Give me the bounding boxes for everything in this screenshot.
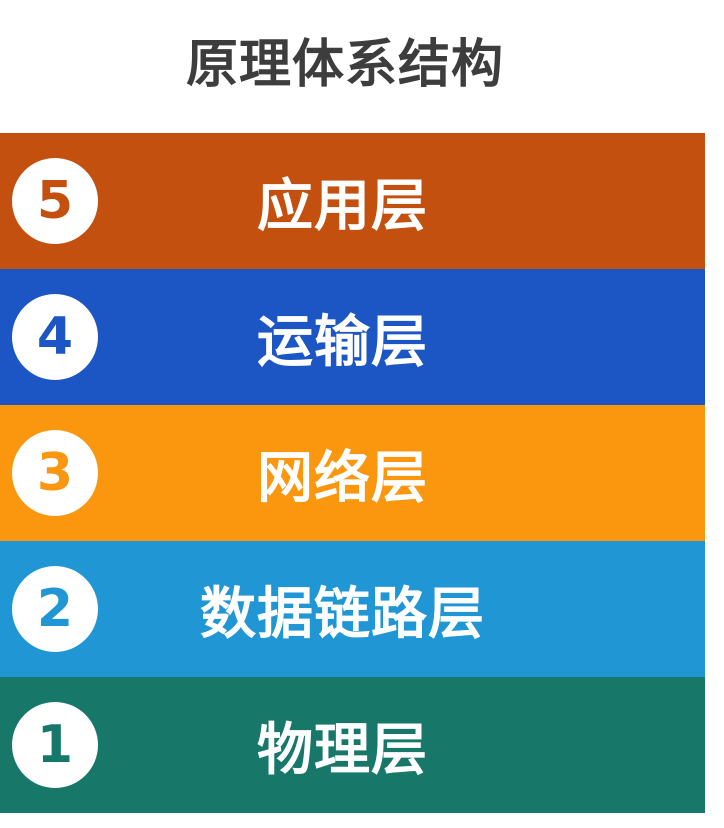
layer-data-link: 2 数据链路层 [0,541,705,677]
layer-label: 应用层 [257,173,428,239]
layer-label: 数据链路层 [200,581,485,647]
layer-number-badge: 1 [12,702,98,788]
diagram-title: 原理体系结构 [185,35,504,95]
layer-physical: 1 物理层 [0,677,705,813]
layer-number-badge: 4 [12,294,98,380]
layer-label: 物理层 [257,717,428,783]
layer-number-badge: 2 [12,566,98,652]
layer-number-badge: 5 [12,158,98,244]
layer-stack: 5 应用层 4 运输层 3 网络层 2 数据链路层 1 物理层 [0,133,705,813]
layer-network: 3 网络层 [0,405,705,541]
layer-label: 运输层 [257,309,428,375]
layer-label: 网络层 [257,445,428,511]
layer-number-badge: 3 [12,430,98,516]
layer-application: 5 应用层 [0,133,705,269]
layer-transport: 4 运输层 [0,269,705,405]
